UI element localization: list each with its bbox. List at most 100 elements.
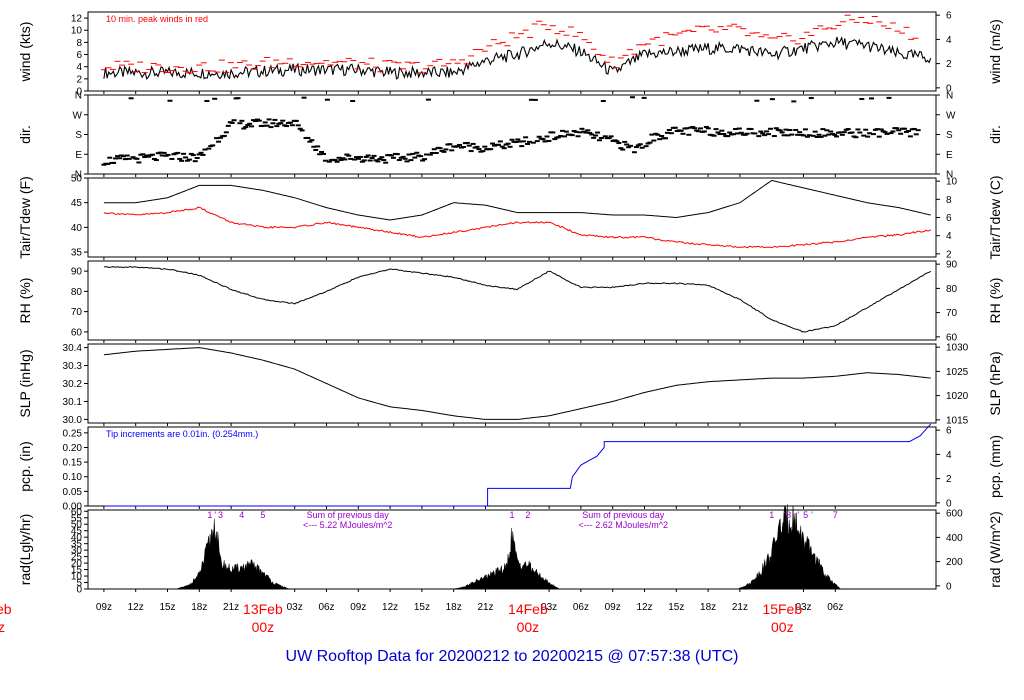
- ytick-label-left-rad: 55: [71, 513, 83, 524]
- rad-peak-marker: 1: [769, 510, 774, 520]
- ytick-label-right-rh: 80: [946, 284, 958, 295]
- ytick-label-right-pcp: 0: [946, 498, 952, 509]
- panel-frame-pcp: [87, 426, 937, 507]
- ytick-label-right-wind: 6: [946, 11, 952, 22]
- ytick-label-left-rad: 10: [71, 572, 83, 583]
- series-line-temp-tdew: [103, 206, 931, 249]
- ytick-label-left-rad: 15: [71, 565, 83, 576]
- ytick-label-left-temp: 40: [71, 223, 83, 234]
- ytick-label-left-rh: 90: [71, 267, 83, 278]
- ylabel-right-pcp: pcp. (mm): [987, 435, 1003, 498]
- xtick-label: 06z: [573, 602, 589, 613]
- rad-sum-note-line1: Sum of previous day: [307, 510, 390, 520]
- xtick-label: 12z: [382, 602, 398, 613]
- ytick-label-right-rad: 400: [946, 533, 963, 544]
- series-line-wind-wind: [103, 36, 932, 80]
- ytick-label-left-rad: 45: [71, 526, 83, 537]
- panel-frame-rh: [87, 260, 937, 341]
- ytick-label-right-rh: 60: [946, 332, 958, 343]
- ytick-label-left-temp: 50: [71, 174, 83, 185]
- xtick-label: 15z: [668, 602, 684, 613]
- ytick-label-left-wind: 10: [71, 26, 83, 37]
- ytick-label-right-temp: 10: [946, 177, 958, 188]
- xtick-label: 12z: [128, 602, 144, 613]
- rad-peak-marker: 7: [833, 510, 838, 520]
- radiation-area-day2: [453, 527, 561, 590]
- ylabel-right-temp: Tair/Tdew (C): [987, 175, 1003, 259]
- ylabel-right-rad: rad (W/m^2): [987, 511, 1003, 588]
- date-label: 14Feb: [508, 601, 548, 617]
- rad-peak-marker: ': [214, 510, 216, 520]
- ytick-label-left-rh: 80: [71, 287, 83, 298]
- ytick-label-right-rh: 70: [946, 308, 958, 319]
- ytick-label-left-dir: N: [75, 170, 82, 181]
- ytick-label-right-temp: 4: [946, 231, 952, 242]
- chart-title: UW Rooftop Data for 20200212 to 20200215…: [285, 648, 739, 665]
- date-sublabel-cut: z: [0, 619, 5, 635]
- ytick-label-left-rad: 5: [76, 578, 82, 589]
- ytick-label-left-rad: 0: [76, 585, 82, 596]
- ytick-label-left-wind: 2: [76, 74, 82, 85]
- date-label-cut: eb: [0, 601, 12, 617]
- rad-peak-marker: 5: [260, 510, 265, 520]
- ytick-label-left-rad: 60: [71, 507, 83, 518]
- ytick-label-left-rad: 30: [71, 546, 83, 557]
- xtick-label: 03z: [287, 602, 303, 613]
- ylabel-right-slp: SLP (hPa): [987, 351, 1003, 415]
- ytick-label-right-rh: 90: [946, 260, 958, 271]
- ytick-label-left-dir: S: [75, 130, 82, 141]
- series-line-temp-tair: [103, 179, 931, 221]
- xtick-label: 09z: [350, 602, 366, 613]
- ytick-label-right-wind: 4: [946, 35, 952, 46]
- series-line-rh-rh: [103, 266, 931, 333]
- rad-sum-note-line1: Sum of previous day: [582, 510, 665, 520]
- ytick-label-left-pcp: 0.05: [63, 487, 83, 498]
- xtick-label: 09z: [605, 602, 621, 613]
- rad-peak-marker: 5: [803, 510, 808, 520]
- ytick-label-left-rad: 35: [71, 539, 83, 550]
- ytick-label-left-dir: N: [75, 91, 82, 102]
- ytick-label-right-slp: 1020: [946, 391, 969, 402]
- rad-sum-note-line2: <--- 2.62 MJoules/m^2: [579, 520, 669, 530]
- xtick-label: 03z: [795, 602, 811, 613]
- panel-frame-slp: [87, 343, 937, 424]
- ytick-label-right-wind: 0: [946, 83, 952, 94]
- ytick-label-left-slp: 30.1: [63, 397, 83, 408]
- ytick-label-left-pcp: 0.25: [63, 428, 83, 439]
- series-line-slp-slp: [103, 347, 931, 420]
- ytick-label-left-rad: 50: [71, 520, 83, 531]
- rad-peak-marker: ': [811, 510, 813, 520]
- date-label: 13Feb: [243, 601, 283, 617]
- xtick-label: 18z: [446, 602, 462, 613]
- ytick-label-right-temp: 2: [946, 249, 952, 260]
- xtick-label: 12z: [636, 602, 652, 613]
- annotation-wind: 10 min. peak winds in red: [106, 14, 208, 24]
- ytick-label-right-wind: 2: [946, 59, 952, 70]
- radiation-area-day1: [175, 518, 290, 590]
- ytick-label-right-dir: W: [946, 110, 956, 121]
- ylabel-right-dir: dir.: [987, 125, 1003, 144]
- date-sublabel: 00z: [517, 619, 540, 635]
- ytick-label-left-pcp: 0.00: [63, 502, 83, 513]
- annotation-pcp: Tip increments are 0.01in. (0.254mm.): [106, 429, 258, 439]
- xtick-label: 21z: [477, 602, 493, 613]
- ytick-label-left-temp: 35: [71, 248, 83, 259]
- rad-peak-marker: 3: [786, 510, 791, 520]
- xtick-label: 15z: [159, 602, 175, 613]
- ylabel-left-slp: SLP (inHg): [17, 349, 33, 417]
- ytick-label-right-rad: 200: [946, 557, 963, 568]
- ytick-label-left-rh: 70: [71, 307, 83, 318]
- ylabel-left-rad: rad(Lgly/hr): [17, 514, 33, 586]
- ytick-label-right-pcp: 2: [946, 474, 952, 485]
- ytick-label-left-temp: 45: [71, 198, 83, 209]
- ytick-label-right-dir: N: [946, 170, 953, 181]
- ytick-label-left-slp: 30.2: [63, 379, 83, 390]
- date-sublabel: 00z: [771, 619, 794, 635]
- ytick-label-right-pcp: 6: [946, 426, 952, 437]
- xtick-label: 15z: [414, 602, 430, 613]
- ytick-label-left-wind: 12: [71, 14, 83, 25]
- radiation-area-day3: [737, 504, 842, 590]
- ylabel-left-dir: dir.: [17, 125, 33, 144]
- xtick-label: 03z: [541, 602, 557, 613]
